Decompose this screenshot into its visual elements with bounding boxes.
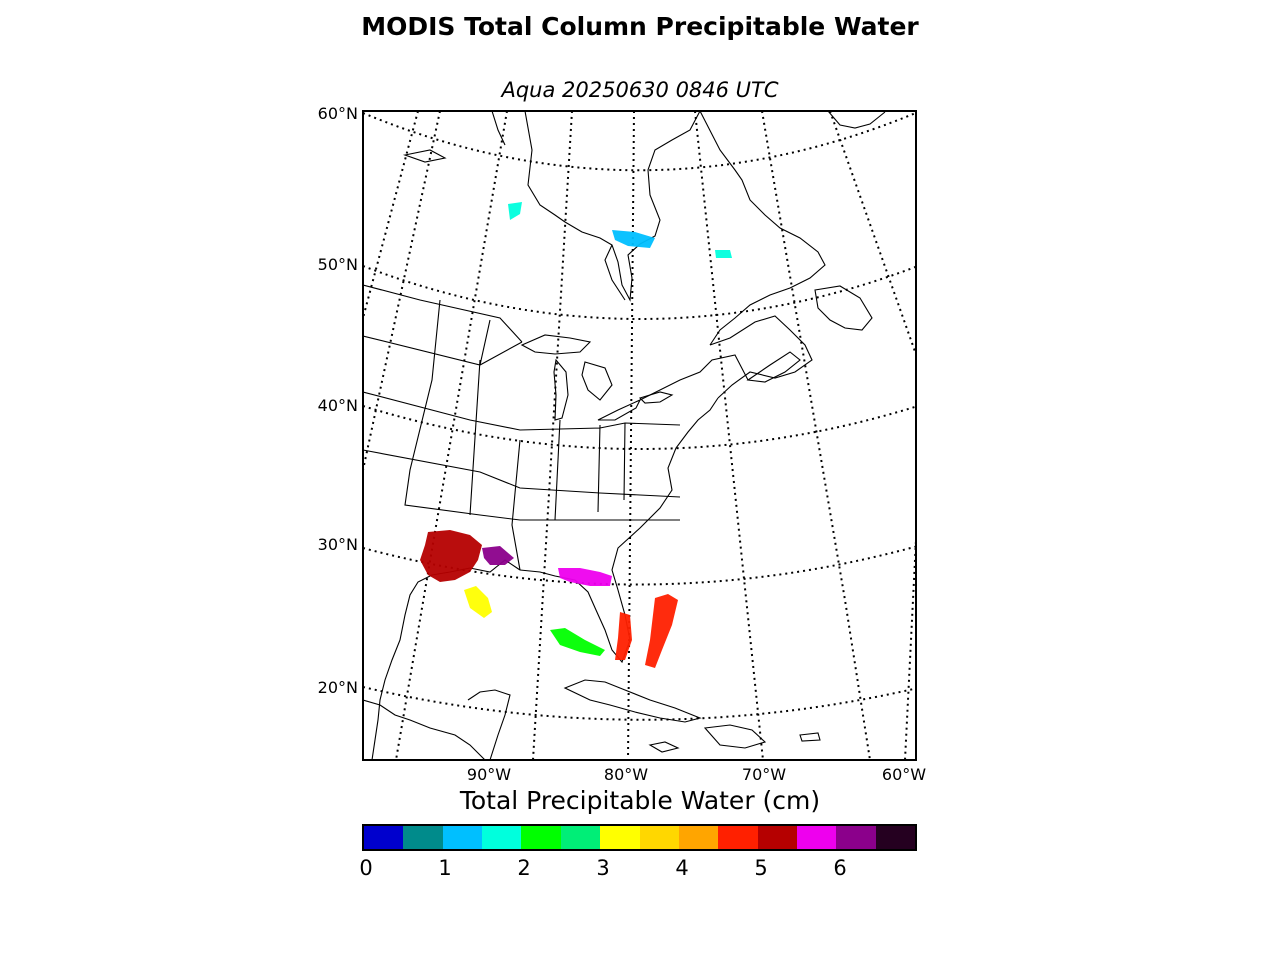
colorbar-swatch [875,826,916,849]
precip-region [558,568,612,586]
mexico-yucatan [467,689,511,760]
hudson-bay-coast [524,111,701,302]
parallel-40n [363,405,916,450]
colorbar-swatch [678,826,719,849]
hispaniola [703,724,767,749]
colorbar-swatch [442,826,483,849]
precip-region [482,546,514,565]
colorbar-swatch [482,826,522,849]
colorbar-tick-label: 0 [359,856,373,880]
lat-label-20n: 20°N [317,678,358,697]
colorbar-swatch [796,826,837,849]
lon-label-90w: 90°W [466,765,512,784]
chart-title: MODIS Total Column Precipitable Water [361,12,919,41]
gulf-coast [371,559,521,760]
precip-region [464,586,492,618]
precip-region [508,202,522,220]
precip-region [645,594,678,668]
us-canada-border [363,284,523,343]
lake-superior [520,334,592,355]
colorbar-swatch [757,826,797,849]
lat-label-60n: 60°N [317,104,358,123]
colorbar-tick-label: 3 [596,856,610,880]
precip-region [715,250,732,258]
puerto-rico [799,732,821,742]
lat-label-40n: 40°N [317,396,358,415]
colorbar-tick-label: 4 [675,856,689,880]
labrador-coast [699,111,826,346]
meridian-80w [627,111,635,760]
precip-overlay [420,202,732,668]
atlantic-coast [519,397,719,664]
meridian-90w [395,111,508,760]
parallel-60n [363,111,916,172]
graticule [363,111,916,760]
colorbar-swatch [403,826,443,849]
colorbar-tick-label: 5 [754,856,768,880]
colorbar-swatch [560,826,601,849]
gulf-st-lawrence [709,315,813,399]
lat-label-30n: 30°N [317,535,358,554]
colorbar-title: Total Precipitable Water (cm) [459,786,821,815]
lake-huron [581,361,613,401]
meridian-65w [761,111,871,760]
lon-label-80w: 80°W [603,765,649,784]
colorbar-tick-label: 6 [833,856,847,880]
colorbar-tick-label: 1 [438,856,452,880]
james-bay-coast [604,244,626,301]
lake-erie [597,398,642,421]
colorbar-swatch [521,826,561,849]
colorbar-tick-label: 2 [517,856,531,880]
central-america [363,699,486,760]
lake-michigan [553,358,569,421]
precip-region [550,628,605,656]
colorbar [362,824,917,851]
meridian-70w [694,111,764,760]
parallel-50n [363,265,916,320]
nova-scotia [746,351,801,383]
parallel-20n [363,686,916,721]
jamaica [648,741,680,753]
lon-label-70w: 70°W [741,765,787,784]
precip-region [420,530,482,582]
state-borders [363,299,681,571]
colorbar-swatch [600,826,640,849]
precip-region [615,612,632,660]
colorbar-swatch [836,826,876,849]
map-frame [362,110,917,761]
colorbar-swatch [364,826,404,849]
cuba [563,679,702,723]
arctic-islands [402,111,886,163]
satellite-time-subtitle: Aqua 20250630 0846 UTC [501,78,779,102]
meridian-85w [363,111,441,471]
lon-label-60w: 60°W [881,765,927,784]
lat-label-50n: 50°N [317,255,358,274]
lake-ontario [638,391,674,404]
coastlines [363,111,886,760]
newfoundland [814,285,873,331]
precip-region [612,230,655,248]
meridian-60w [829,111,916,358]
meridian-80w-a [532,111,573,760]
colorbar-swatch [639,826,679,849]
colorbar-swatch [718,826,758,849]
us-canada-border-east [639,354,749,401]
